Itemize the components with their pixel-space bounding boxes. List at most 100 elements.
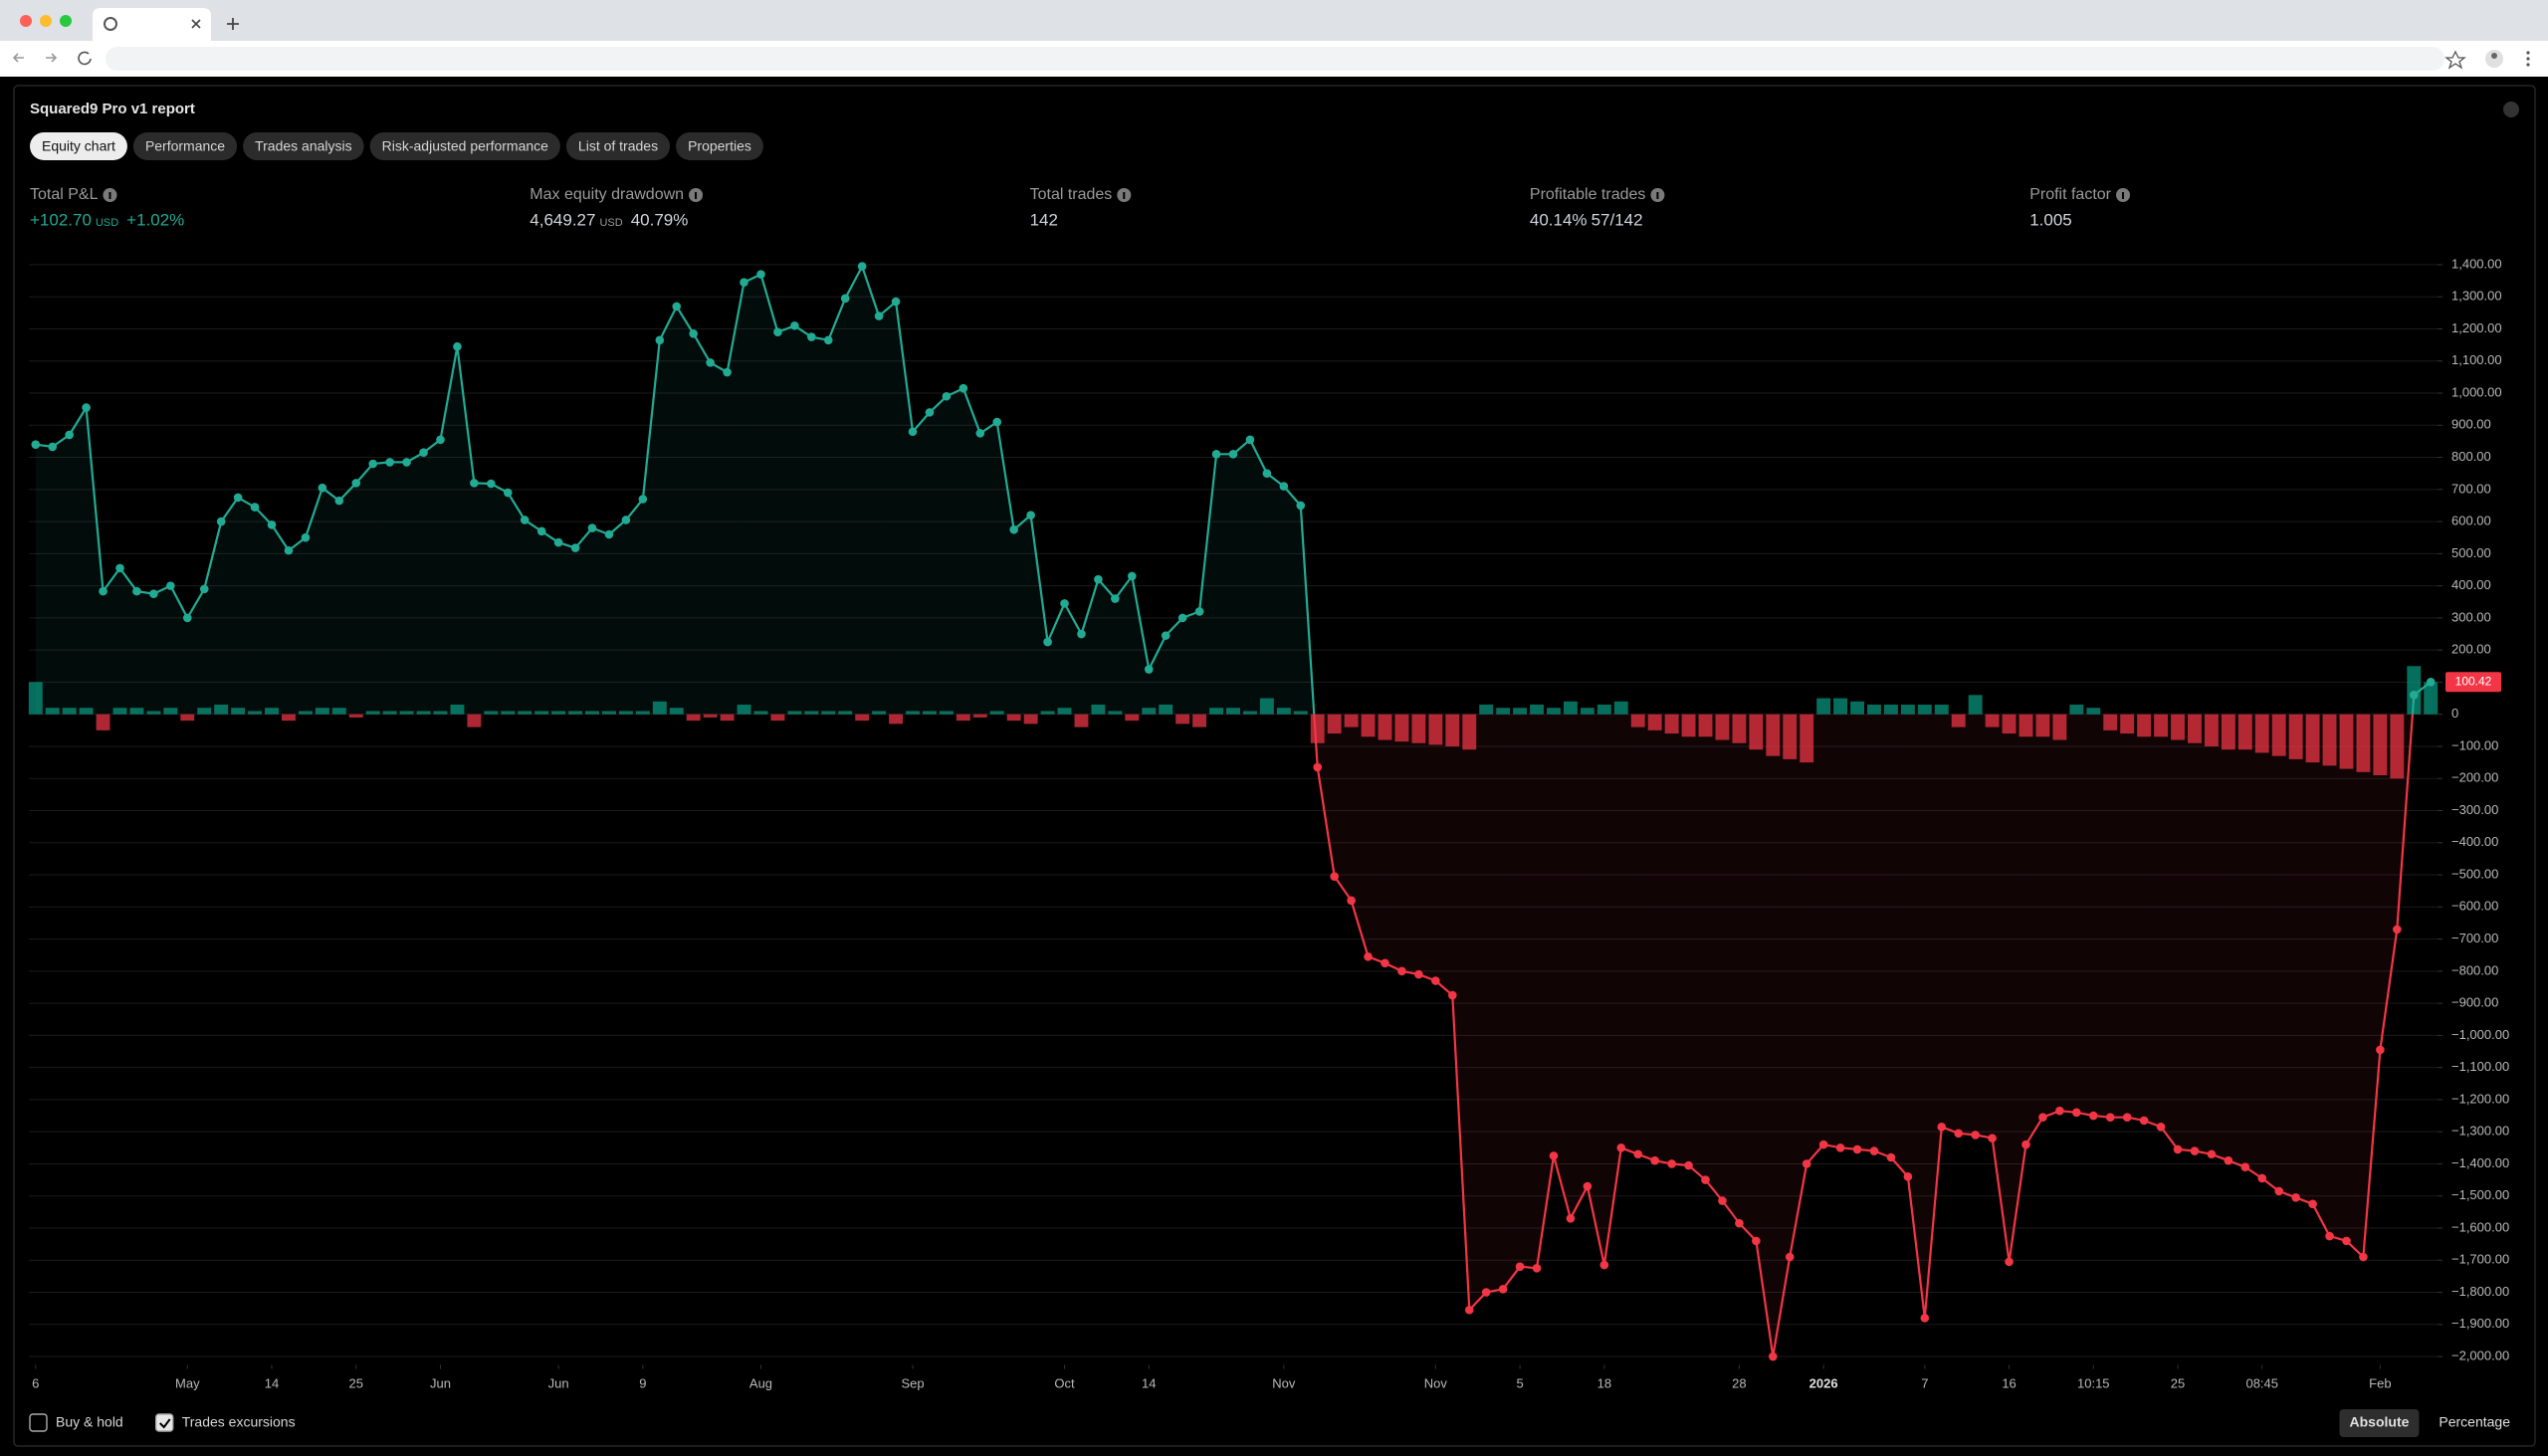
maximize-window[interactable] bbox=[60, 15, 72, 27]
equity-point[interactable] bbox=[2359, 1252, 2368, 1262]
help-icon[interactable] bbox=[2503, 102, 2519, 117]
address-bar[interactable] bbox=[106, 47, 2444, 71]
equity-point[interactable] bbox=[267, 520, 277, 529]
equity-point[interactable] bbox=[638, 495, 648, 504]
equity-point[interactable] bbox=[1566, 1213, 1576, 1223]
equity-point[interactable] bbox=[1835, 1144, 1845, 1152]
tab-pill[interactable] bbox=[132, 132, 238, 160]
equity-point[interactable] bbox=[1077, 629, 1086, 639]
equity-point[interactable] bbox=[2139, 1116, 2149, 1126]
equity-point[interactable] bbox=[1954, 1129, 1964, 1139]
equity-point[interactable] bbox=[250, 503, 260, 512]
equity-point[interactable] bbox=[1616, 1144, 1626, 1152]
minimize-window[interactable] bbox=[40, 15, 52, 27]
equity-point[interactable] bbox=[318, 483, 327, 493]
equity-point[interactable] bbox=[402, 458, 411, 467]
equity-point[interactable] bbox=[31, 440, 41, 449]
equity-point[interactable] bbox=[351, 479, 361, 488]
equity-point[interactable] bbox=[2274, 1186, 2284, 1196]
tab-label[interactable]: Properties bbox=[688, 138, 751, 154]
equity-point[interactable] bbox=[385, 458, 394, 467]
equity-point[interactable] bbox=[1313, 762, 1323, 772]
equity-point[interactable] bbox=[199, 584, 209, 594]
equity-point[interactable] bbox=[301, 532, 311, 542]
equity-point[interactable] bbox=[604, 529, 614, 539]
equity-point[interactable] bbox=[925, 408, 935, 417]
equity-point[interactable] bbox=[840, 294, 850, 304]
equity-point[interactable] bbox=[1211, 450, 1221, 459]
equity-point[interactable] bbox=[1886, 1152, 1896, 1162]
equity-point[interactable] bbox=[1347, 896, 1356, 906]
tab-pill[interactable] bbox=[676, 132, 763, 160]
equity-point[interactable] bbox=[132, 586, 141, 596]
equity-point[interactable] bbox=[553, 537, 563, 547]
equity-point[interactable] bbox=[975, 429, 985, 438]
equity-point[interactable] bbox=[1364, 952, 1373, 961]
equity-point[interactable] bbox=[1802, 1159, 1811, 1168]
equity-point[interactable] bbox=[2156, 1123, 2166, 1132]
equity-point[interactable] bbox=[2342, 1236, 2351, 1246]
equity-point[interactable] bbox=[65, 430, 74, 440]
equity-point[interactable] bbox=[1060, 599, 1069, 608]
equity-point[interactable] bbox=[1481, 1288, 1491, 1297]
equity-point[interactable] bbox=[436, 435, 445, 445]
tab-pill[interactable] bbox=[565, 132, 671, 160]
equity-point[interactable] bbox=[2291, 1193, 2300, 1202]
equity-point[interactable] bbox=[1684, 1160, 1693, 1170]
equity-point[interactable] bbox=[2021, 1140, 2030, 1149]
equity-point[interactable] bbox=[503, 488, 513, 498]
equity-point[interactable] bbox=[2393, 925, 2402, 935]
equity-point[interactable] bbox=[1026, 511, 1035, 520]
equity-point[interactable] bbox=[1971, 1131, 1980, 1140]
equity-point[interactable] bbox=[182, 613, 192, 623]
equity-point[interactable] bbox=[1094, 574, 1103, 584]
equity-point[interactable] bbox=[1296, 501, 1306, 511]
equity-point[interactable] bbox=[1752, 1236, 1761, 1246]
checkbox-label[interactable]: Trades excursions bbox=[182, 1414, 296, 1430]
equity-point[interactable] bbox=[621, 516, 631, 524]
equity-point[interactable] bbox=[1515, 1262, 1525, 1271]
equity-point[interactable] bbox=[807, 332, 816, 341]
equity-point[interactable] bbox=[756, 270, 765, 279]
new-tab[interactable] bbox=[227, 18, 239, 30]
equity-point[interactable] bbox=[284, 545, 294, 555]
tab-pill[interactable] bbox=[369, 132, 560, 160]
tab-close[interactable] bbox=[191, 19, 201, 29]
equity-point[interactable] bbox=[1650, 1155, 1659, 1165]
equity-point[interactable] bbox=[233, 493, 243, 503]
equity-point[interactable] bbox=[2257, 1173, 2267, 1183]
equity-point[interactable] bbox=[48, 442, 58, 452]
equity-point[interactable] bbox=[689, 329, 699, 338]
equity-point[interactable] bbox=[1532, 1264, 1542, 1273]
equity-point[interactable] bbox=[2308, 1199, 2317, 1209]
equity-point[interactable] bbox=[2190, 1146, 2200, 1155]
equity-point[interactable] bbox=[334, 496, 344, 506]
bookmark-star[interactable] bbox=[2444, 50, 2466, 70]
equity-point[interactable] bbox=[1903, 1172, 1913, 1181]
equity-point[interactable] bbox=[1448, 990, 1457, 1000]
equity-point[interactable] bbox=[2055, 1106, 2064, 1116]
equity-point[interactable] bbox=[487, 479, 496, 489]
equity-point[interactable] bbox=[1718, 1196, 1727, 1205]
toggle-button[interactable] bbox=[2339, 1409, 2420, 1437]
equity-point[interactable] bbox=[2105, 1113, 2115, 1122]
equity-point[interactable] bbox=[655, 335, 665, 345]
checkbox[interactable] bbox=[155, 1413, 174, 1432]
equity-point[interactable] bbox=[1633, 1149, 1643, 1159]
browser-tab[interactable] bbox=[93, 8, 211, 41]
tab-label[interactable]: Performance bbox=[145, 138, 225, 154]
tab-pill[interactable] bbox=[30, 132, 127, 160]
equity-point[interactable] bbox=[1667, 1159, 1676, 1168]
equity-point[interactable] bbox=[1549, 1151, 1559, 1160]
equity-point[interactable] bbox=[1735, 1218, 1744, 1228]
tab-label[interactable]: Equity chart bbox=[42, 138, 115, 154]
equity-point[interactable] bbox=[1937, 1123, 1947, 1132]
equity-point[interactable] bbox=[958, 383, 968, 393]
equity-point[interactable] bbox=[1330, 872, 1339, 881]
equity-point[interactable] bbox=[790, 320, 799, 330]
equity-point[interactable] bbox=[1869, 1146, 1879, 1155]
equity-point[interactable] bbox=[470, 479, 479, 488]
equity-point[interactable] bbox=[536, 526, 546, 536]
equity-point[interactable] bbox=[2005, 1257, 2014, 1267]
equity-point[interactable] bbox=[149, 589, 158, 598]
